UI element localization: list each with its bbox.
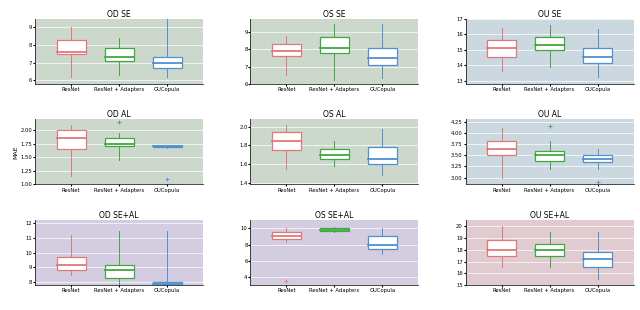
Title: OD SE: OD SE — [108, 10, 131, 19]
PathPatch shape — [583, 252, 612, 268]
PathPatch shape — [535, 151, 564, 161]
PathPatch shape — [105, 138, 134, 147]
Title: OS AL: OS AL — [323, 110, 346, 119]
PathPatch shape — [535, 37, 564, 50]
PathPatch shape — [57, 257, 86, 270]
PathPatch shape — [487, 240, 516, 256]
Title: OS SE: OS SE — [323, 10, 346, 19]
PathPatch shape — [583, 155, 612, 162]
PathPatch shape — [57, 130, 86, 149]
PathPatch shape — [272, 132, 301, 150]
PathPatch shape — [320, 228, 349, 231]
Title: OS SE+AL: OS SE+AL — [316, 211, 353, 220]
Title: OU SE: OU SE — [538, 10, 561, 19]
PathPatch shape — [320, 149, 349, 159]
PathPatch shape — [368, 147, 397, 164]
PathPatch shape — [487, 141, 516, 155]
Title: OD AL: OD AL — [108, 110, 131, 119]
Title: OU SE+AL: OU SE+AL — [530, 211, 569, 220]
PathPatch shape — [535, 244, 564, 256]
PathPatch shape — [57, 40, 86, 54]
PathPatch shape — [487, 40, 516, 57]
Y-axis label: MAE: MAE — [13, 145, 18, 159]
PathPatch shape — [583, 48, 612, 64]
PathPatch shape — [272, 44, 301, 56]
PathPatch shape — [272, 232, 301, 239]
Title: OU AL: OU AL — [538, 110, 561, 119]
PathPatch shape — [153, 57, 182, 68]
PathPatch shape — [368, 237, 397, 249]
PathPatch shape — [320, 38, 349, 53]
PathPatch shape — [368, 48, 397, 65]
Title: OD SE+AL: OD SE+AL — [99, 211, 139, 220]
PathPatch shape — [153, 282, 182, 285]
PathPatch shape — [105, 48, 134, 61]
PathPatch shape — [153, 146, 182, 147]
PathPatch shape — [105, 264, 134, 278]
